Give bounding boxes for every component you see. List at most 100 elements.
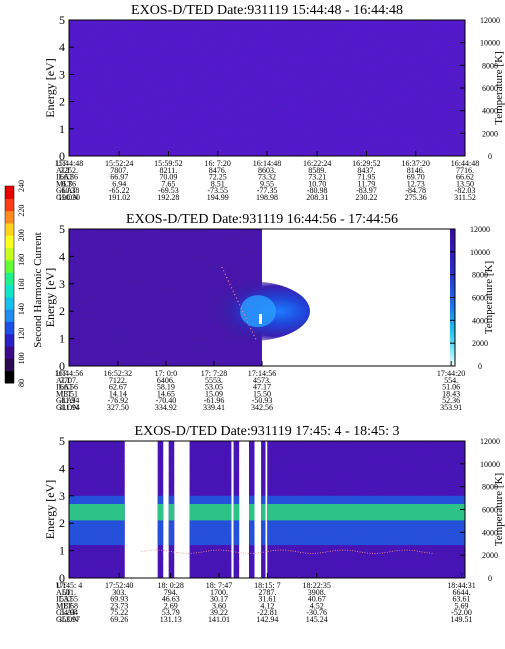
orbit-cell: 75.22 (110, 608, 128, 617)
orbit-cell: 9.55 (260, 179, 274, 188)
spectrogram-band (267, 495, 465, 546)
temperature-point (226, 277, 228, 279)
y-tick-label: 1 (59, 122, 65, 136)
orbit-cell: 7716. (456, 166, 474, 175)
temperature-trace (141, 549, 434, 554)
orbit-cell: 47.17 (253, 383, 271, 392)
orbit-cell: 16:29:52 (352, 159, 380, 168)
orbit-cell: 4573. (253, 376, 271, 385)
orbit-cell: 8603. (258, 166, 276, 175)
orbit-cell: 4.12 (260, 601, 274, 610)
spectrogram-band (69, 495, 125, 546)
orbit-cell: 15.50 (253, 389, 271, 398)
chart-panel-2: EXOS-D/TED Date:931119 16:44:56 - 17:44:… (43, 212, 495, 412)
orbit-cell: 17:52:40 (105, 581, 133, 590)
colorbar-segment (5, 284, 14, 298)
y2-axis-label: Temperature [K] (483, 261, 495, 334)
orbit-cell: 311.94 (58, 403, 80, 412)
orbit-cell: 7707. (60, 376, 78, 385)
orbit-row-label: UT (56, 369, 67, 378)
orbit-row-label: UT (56, 581, 67, 590)
orbit-row-label: MLT (56, 601, 72, 610)
spectrogram-band-core (189, 504, 232, 521)
orbit-row-label: ILAT (56, 383, 73, 392)
y-tick-label: 5 (59, 434, 65, 448)
colorbar-tick-label: 180 (17, 254, 26, 266)
colorbar-segment (5, 235, 14, 249)
y2-tick-label: 8000 (482, 61, 498, 70)
y-axis-label: Energy [eV] (43, 58, 57, 117)
colorbar-segment (5, 309, 14, 322)
temperature-point (224, 273, 226, 275)
orbit-cell: 13.50 (456, 179, 474, 188)
colorbar-tick-label: 100 (17, 352, 26, 364)
orbit-cell: 194.99 (207, 193, 229, 202)
orbit-cell: 554. (444, 376, 458, 385)
orbit-cell: 192.28 (157, 193, 179, 202)
orbit-cell: 6.36 (62, 179, 76, 188)
temperature-point (221, 266, 223, 268)
spectrogram-band-core (233, 504, 240, 521)
orbit-cell: 5553. (205, 376, 223, 385)
temperature-point (253, 334, 255, 336)
orbit-cell: 18:22:35 (302, 581, 330, 590)
orbit-cell: 3.60 (212, 601, 226, 610)
orbit-cell: 40.67 (308, 595, 326, 604)
orbit-cell: 8437. (357, 166, 375, 175)
colorbar-segment (5, 247, 14, 261)
orbit-cell: 17:14:56 (248, 369, 276, 378)
orbit-cell: 71.95 (357, 173, 375, 182)
orbit-cell: -82.03 (455, 186, 476, 195)
orbit-cell: 5.69 (455, 601, 469, 610)
temperature-point (240, 307, 242, 309)
orbit-row-label: GLON (56, 615, 78, 624)
temperature-point (243, 314, 245, 316)
orbit-cell: -30.76 (306, 608, 327, 617)
orbit-cell: -22.81 (257, 608, 278, 617)
y2-tick-label: 10000 (470, 248, 490, 257)
orbit-cell: 70.09 (159, 173, 177, 182)
orbit-cell: 54.94 (60, 608, 78, 617)
orbit-cell: 18:44:31 (447, 581, 475, 590)
orbit-cell: 149.51 (451, 615, 473, 624)
spectrogram-edge (259, 313, 262, 324)
orbit-cell: 73.21 (308, 173, 326, 182)
orbit-row-label: GLAT (56, 608, 77, 617)
temperature-point (232, 290, 234, 292)
colorbar-tick-label: 160 (17, 279, 26, 291)
spectrogram-band (157, 495, 164, 546)
orbit-cell: -65.22 (109, 186, 130, 195)
temperature-point (242, 311, 244, 313)
y2-axis-label: Temperature [K] (493, 51, 505, 124)
orbit-cell: 145.24 (306, 615, 328, 624)
orbit-cell: 198.98 (256, 193, 278, 202)
orbit-cell: 16:44:56 (55, 369, 83, 378)
orbit-cell: 12.73 (407, 179, 425, 188)
orbit-cell: 58.19 (157, 383, 175, 392)
orbit-cell: 63.61 (453, 595, 471, 604)
temperature-point (251, 331, 253, 333)
orbit-cell: 8476. (209, 166, 227, 175)
colorbar-segment (5, 186, 14, 199)
orbit-cell: 51.06 (442, 383, 460, 392)
orbit-cell: -70.40 (156, 396, 177, 405)
orbit-cell: -80.98 (307, 186, 328, 195)
colorbar-tick-label: 140 (17, 303, 26, 315)
temperature-point (237, 300, 239, 302)
colorbar-segment (5, 346, 14, 359)
orbit-cell: 18:15: 7 (254, 581, 280, 590)
y-tick-label: 3 (59, 489, 65, 503)
orbit-cell: 62.67 (109, 383, 127, 392)
orbit-cell: 15:44:48 (55, 159, 83, 168)
orbit-cell: 16:44:48 (451, 159, 479, 168)
orbit-cell: 66.62 (456, 173, 474, 182)
y-tick-label: 5 (59, 13, 65, 27)
orbit-cell: 52.36 (442, 396, 460, 405)
orbit-cell: 339.41 (203, 403, 225, 412)
spectrogram-band-core (261, 504, 266, 521)
orbit-row-label: GLAT (56, 186, 77, 195)
orbit-cell: 501. (62, 588, 76, 597)
orbit-row-label: MLT (56, 389, 72, 398)
spectrogram-band (261, 495, 266, 546)
orbit-row-label: UT (56, 159, 67, 168)
